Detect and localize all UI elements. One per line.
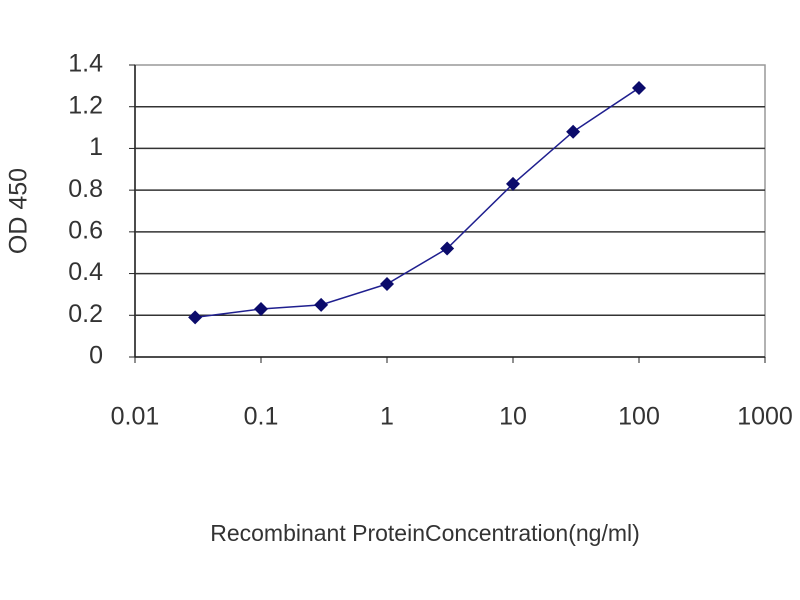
x-axis-label: Recombinant ProteinConcentration(ng/ml) — [210, 520, 640, 546]
y-tick-label: 1.4 — [68, 50, 103, 78]
x-tick-label: 100 — [618, 403, 660, 431]
y-tick-label: 1.2 — [68, 91, 103, 119]
x-tick-label: 0.1 — [244, 403, 279, 431]
y-tick-label: 0.2 — [68, 300, 103, 328]
y-tick-label: 0.6 — [68, 216, 103, 244]
y-tick-label: 0 — [89, 342, 103, 370]
x-tick-label: 10 — [499, 403, 527, 431]
data-line — [195, 87, 640, 319]
data-point — [440, 241, 455, 256]
x-tick-label: 0.01 — [111, 403, 160, 431]
data-point — [566, 124, 581, 139]
data-point — [254, 302, 268, 317]
x-tick-label: 1000 — [737, 403, 793, 431]
x-tick-label: 1 — [380, 403, 394, 431]
y-axis-label: OD 450 — [5, 168, 33, 254]
y-tick-label: 0.4 — [68, 258, 103, 286]
data-point — [314, 297, 329, 312]
data-point — [380, 277, 394, 291]
data-point — [506, 176, 520, 191]
y-tick-label: 1 — [89, 133, 103, 161]
data-point — [188, 310, 203, 325]
y-tick-label: 0.8 — [68, 175, 103, 203]
data-point — [632, 80, 646, 95]
